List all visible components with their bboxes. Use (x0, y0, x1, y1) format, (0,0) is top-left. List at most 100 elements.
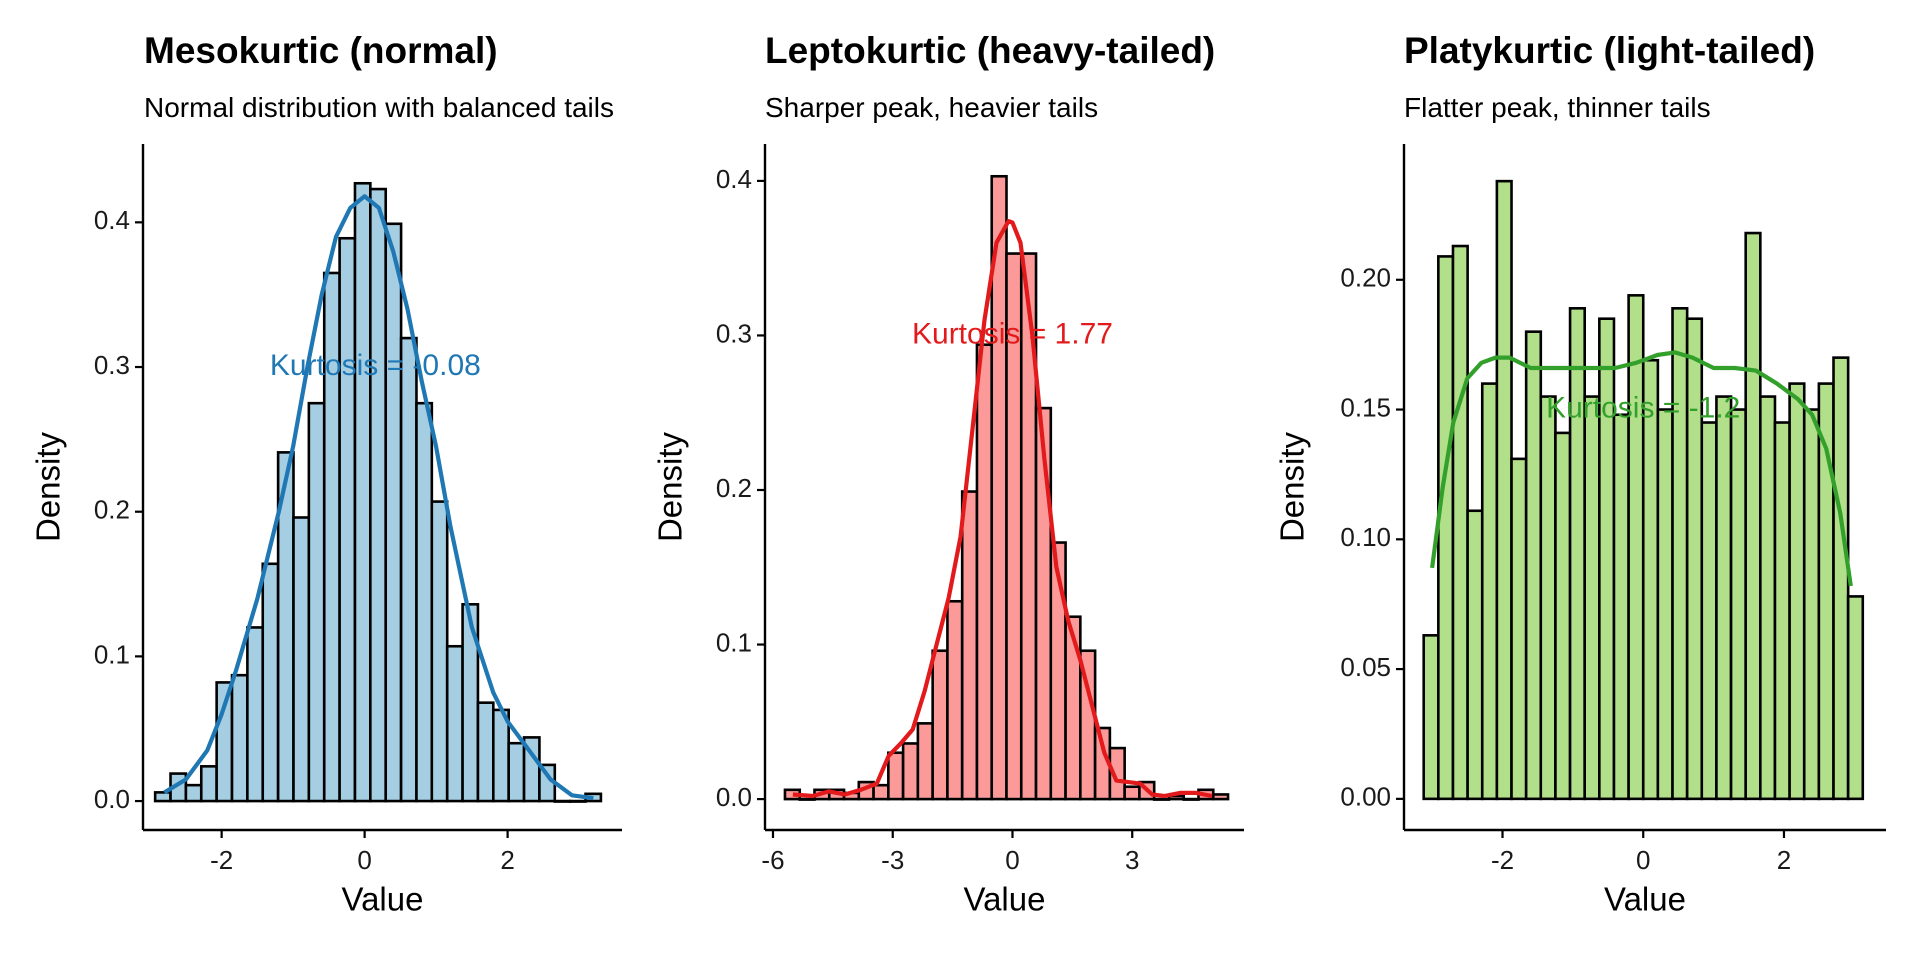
histogram-bar (507, 741, 526, 803)
histogram-bar (1773, 421, 1791, 801)
histogram-bar (261, 562, 280, 803)
histogram-bar (1211, 793, 1230, 801)
histogram-bar (1539, 395, 1557, 801)
histogram-bar (307, 401, 326, 803)
histogram-bar (1627, 294, 1645, 801)
density-curve (792, 219, 1213, 799)
histogram-bar (1451, 244, 1469, 801)
x-tick-label: 3 (1125, 845, 1139, 875)
histogram-bar (384, 222, 403, 803)
y-tick-label: 0.2 (716, 473, 752, 503)
x-tick-label: 0 (357, 845, 371, 875)
y-axis-title: Density (1274, 431, 1311, 542)
panel-2-subtitle: Sharper peak, heavier tails (765, 92, 1099, 123)
histogram-bar (1422, 634, 1440, 801)
y-tick-label: 0.10 (1340, 522, 1391, 552)
histogram-bar (153, 791, 172, 803)
panel-3-title: Platykurtic (light-tailed) (1404, 30, 1816, 71)
kurtosis-annotation: Kurtosis = 1.77 (912, 317, 1113, 350)
kurtosis-annotation: Kurtosis = -0.08 (270, 349, 481, 382)
y-axis-title: Density (30, 431, 67, 542)
histogram-bar (338, 236, 357, 803)
histogram-bar (798, 797, 816, 801)
histogram-bar (1700, 421, 1718, 801)
y-axis-title: Density (652, 431, 689, 542)
histogram-bar (1480, 382, 1499, 801)
histogram-bar (1788, 382, 1806, 801)
histogram-bar (399, 336, 418, 803)
y-tick-label: 0.2 (94, 495, 130, 525)
histogram-bar (369, 187, 388, 803)
histogram-bar (292, 516, 311, 803)
panel-2-title: Leptokurtic (heavy-tailed) (765, 30, 1216, 71)
histogram-bar (1167, 794, 1186, 801)
histogram-bar (430, 500, 449, 803)
histogram-bar (946, 599, 964, 801)
x-tick-label: 2 (1777, 845, 1791, 875)
x-tick-label: 0 (1005, 845, 1019, 875)
y-tick-label: 0.4 (716, 164, 752, 194)
histogram-bar (246, 626, 265, 803)
histogram-bar (568, 799, 587, 803)
histogram-bar (975, 343, 994, 801)
histogram-bar (353, 181, 372, 803)
histogram-bar (1152, 797, 1171, 801)
density-curve (1430, 350, 1853, 587)
histogram-bar (1182, 797, 1200, 801)
panel-2: Kurtosis = 1.77 0.0 0.1 0.2 0.3 0.4 -6 -3 0 3 Valu… (652, 144, 1244, 918)
panel-1-title: Mesokurtic (normal) (144, 30, 498, 71)
x-axis-title: Value (1604, 881, 1686, 918)
x-tick-label: 2 (500, 845, 514, 875)
histogram-bars (153, 181, 603, 803)
y-tick-label: 0.1 (94, 639, 130, 669)
histogram-bar (1437, 255, 1455, 801)
panel-3-subtitle: Flatter peak, thinner tails (1404, 92, 1711, 123)
histogram-bar (1108, 746, 1126, 801)
histogram-bar (230, 673, 249, 803)
panel-1: Kurtosis = -0.08 0.0 0.1 0.2 0.3 0.4 -2 0 2 Value… (30, 144, 622, 918)
y-tick-label: 0.3 (716, 318, 752, 348)
histogram-bar (1583, 395, 1601, 801)
histogram-bar (1568, 307, 1586, 801)
histogram-bar (872, 783, 890, 801)
histogram-bar (1715, 395, 1733, 801)
y-tick-label: 0.05 (1340, 652, 1391, 682)
y-tick-label: 0.0 (716, 782, 752, 812)
histogram-bar (184, 783, 203, 803)
histogram-bar (1524, 330, 1543, 801)
x-tick-label: 0 (1636, 845, 1650, 875)
histogram-bar (1656, 408, 1674, 801)
x-tick-label: -3 (881, 845, 904, 875)
histogram-bar (1495, 179, 1513, 801)
histogram-bar (901, 742, 920, 801)
x-tick-label: -6 (761, 845, 784, 875)
density-curve (163, 194, 594, 801)
histogram-bar (960, 490, 979, 801)
histogram-bar (1759, 395, 1777, 801)
histogram-bar (1554, 431, 1572, 801)
histogram-bar (1846, 595, 1865, 801)
x-axis-title: Value (964, 881, 1046, 918)
y-tick-label: 0.3 (94, 350, 130, 380)
histogram-bar (1064, 615, 1082, 801)
panel-3: Kurtosis = -1.2 0.00 0.05 0.10 0.15 0.20 -2 0 2 V… (1274, 144, 1886, 918)
histogram-bar (445, 644, 464, 803)
histogram-bars (1422, 179, 1865, 801)
y-tick-label: 0.4 (94, 205, 130, 235)
y-tick-label: 0.0 (94, 784, 130, 814)
histogram-bar (415, 401, 434, 803)
histogram-bar (1123, 785, 1141, 801)
histogram-bar (1832, 356, 1850, 801)
histogram-bar (1466, 509, 1484, 801)
y-tick-label: 0.00 (1340, 782, 1391, 812)
histogram-bar (1729, 408, 1747, 801)
histogram-bar (931, 649, 949, 801)
histogram-bars (783, 174, 1230, 801)
histogram-bar (1641, 358, 1660, 801)
kurtosis-annotation: Kurtosis = -1.2 (1546, 391, 1740, 424)
histogram-bar (1802, 408, 1821, 801)
histogram-bar (1510, 457, 1528, 801)
histogram-bar (199, 765, 218, 803)
